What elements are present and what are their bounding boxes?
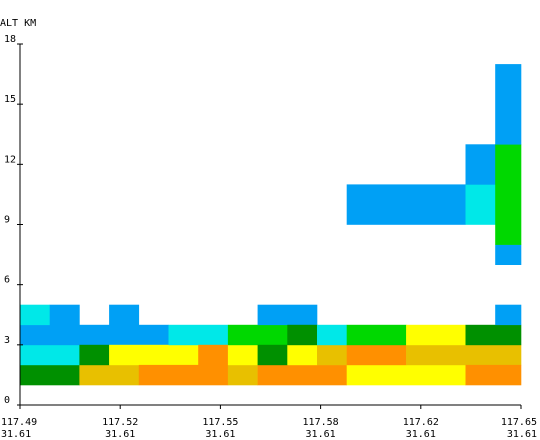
y-axis-label: ALT KM: [0, 18, 36, 29]
cell-yellow-13: [227, 344, 258, 366]
cell-orange-23: [346, 344, 407, 366]
x-tick-label-lon: 117.55: [202, 417, 238, 428]
x-tick-label-lon: 117.62: [403, 417, 439, 428]
cell-green-14: [227, 324, 288, 346]
x-tick-label-lat: 31.61: [105, 429, 135, 440]
y-tick-label: 18: [4, 34, 16, 45]
cell-blue-8: [109, 304, 140, 326]
x-tick-label-lon: 117.58: [303, 417, 339, 428]
cell-green-34: [495, 144, 522, 245]
cell-dark_green-19: [287, 324, 318, 346]
cell-blue-2: [20, 324, 169, 346]
cell-cyan-10: [168, 324, 229, 346]
cell-gold-20: [317, 344, 347, 366]
cell-dark_green-16: [257, 344, 288, 366]
cell-blue-31: [465, 144, 496, 185]
y-tick-label: 15: [4, 94, 16, 105]
x-tick-label-lat: 31.61: [306, 429, 336, 440]
x-tick-label-lon: 117.52: [102, 417, 138, 428]
cell-orange-11: [198, 344, 229, 366]
x-tick-label-lon: 117.49: [1, 417, 37, 428]
cell-dark_green-0: [20, 364, 80, 386]
cell-blue-33: [495, 244, 522, 265]
x-tick-label-lat: 31.61: [507, 429, 537, 440]
cell-gold-12: [227, 364, 258, 386]
cell-cyan-3: [20, 304, 50, 326]
cell-gold-5: [79, 364, 140, 386]
cell-layer: [20, 64, 522, 386]
y-tick-label: 12: [4, 154, 16, 165]
cell-dark_green-29: [465, 324, 522, 346]
cell-yellow-22: [346, 364, 466, 386]
cell-yellow-18: [287, 344, 318, 366]
cell-blue-32: [495, 304, 522, 326]
cell-yellow-27: [406, 324, 466, 346]
x-tick-label-lat: 31.61: [406, 429, 436, 440]
cell-dark_green-6: [79, 344, 110, 366]
x-tick-label-lat: 31.61: [205, 429, 235, 440]
cell-gold-26: [406, 344, 522, 366]
cell-yellow-7: [109, 344, 199, 366]
y-tick-label: 3: [4, 335, 10, 346]
cell-cyan-21: [317, 324, 347, 346]
x-tick-label-lon: 117.65: [501, 417, 537, 428]
cell-blue-4: [49, 304, 80, 326]
cell-blue-17: [257, 304, 318, 326]
cell-green-24: [346, 324, 407, 346]
cell-orange-28: [465, 364, 522, 386]
x-tick-label-lat: 31.61: [1, 429, 31, 440]
cell-blue-25: [346, 184, 466, 225]
cell-orange-15: [257, 364, 347, 386]
y-tick-label: 6: [4, 275, 10, 286]
cell-cyan-1: [20, 344, 80, 366]
cell-orange-9: [138, 364, 229, 386]
y-tick-label: 9: [4, 215, 10, 226]
cell-cyan-30: [465, 184, 496, 225]
cell-blue-35: [495, 64, 522, 145]
y-ticks: 0 3 6 9 12 15 18: [4, 34, 23, 406]
x-ticks: 117.4931.61117.5231.61117.5531.61117.583…: [1, 405, 537, 440]
y-tick-label: 0: [4, 395, 10, 406]
